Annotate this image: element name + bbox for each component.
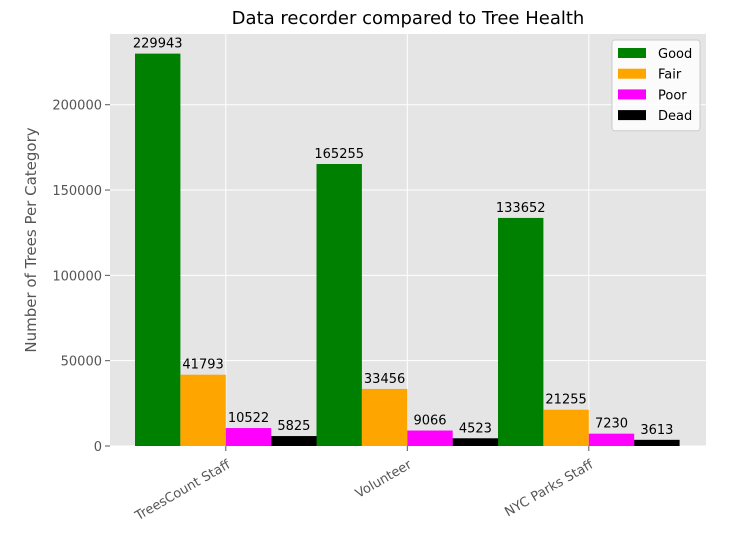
data-label: 229943 (133, 37, 183, 52)
x-tick-label: TreesCount Staff (132, 457, 234, 524)
bar-poor-treescount-staff (225, 428, 272, 446)
data-label: 21255 (545, 393, 586, 408)
legend-box (611, 39, 701, 132)
bar-poor-volunteer (407, 430, 453, 446)
legend-swatch-good (618, 48, 646, 58)
legend-swatch-poor (618, 89, 646, 100)
data-label: 4523 (459, 421, 492, 436)
y-tick-label: 150000 (52, 184, 102, 199)
y-tick-label: 50000 (61, 355, 102, 370)
data-label: 7230 (595, 417, 628, 432)
data-label: 165255 (314, 147, 364, 162)
data-labels: 229943 165255 133652 41793 33456 21255 10522 90… (133, 37, 674, 438)
bar-good-volunteer (316, 164, 362, 447)
x-tick-label: Volunteer (353, 457, 415, 502)
data-label: 9066 (413, 414, 446, 429)
data-label: 5825 (277, 419, 310, 434)
legend-label-poor: Poor (658, 88, 687, 103)
data-label: 33456 (364, 372, 405, 387)
legend-label-good: Good (658, 47, 692, 62)
bar-dead-volunteer (452, 438, 499, 446)
legend-swatch-fair (618, 68, 646, 79)
data-label: 41793 (182, 358, 223, 373)
y-tick-label: 0 (94, 440, 102, 455)
data-label: 10522 (228, 411, 269, 426)
x-axis-ticks: TreesCount Staff Volunteer NYC Parks Staff (132, 446, 597, 524)
data-label: 3613 (640, 423, 673, 438)
legend-swatch-dead (618, 110, 646, 121)
y-axis-ticks: 0 50000 100000 150000 200000 (52, 99, 110, 455)
bar-fair-volunteer (361, 388, 408, 446)
y-tick-label: 200000 (52, 99, 102, 114)
legend-label-dead: Dead (658, 109, 692, 124)
bars (135, 53, 680, 447)
bar-dead-nyc-parks-staff (634, 439, 680, 446)
bar-poor-nyc-parks-staff (588, 433, 635, 446)
y-axis-label: Number of Trees Per Category (22, 127, 40, 352)
bar-fair-treescount-staff (180, 374, 226, 446)
x-tick-label: NYC Parks Staff (502, 457, 597, 520)
legend-label-fair: Fair (658, 68, 682, 83)
data-label: 133652 (496, 201, 546, 216)
bar-fair-nyc-parks-staff (543, 409, 589, 446)
bar-good-treescount-staff (135, 53, 181, 446)
bar-good-nyc-parks-staff (498, 217, 544, 446)
y-tick-label: 100000 (52, 269, 102, 284)
bar-dead-treescount-staff (271, 436, 317, 446)
legend: Good Fair Poor Dead (611, 39, 701, 132)
chart-title: Data recorder compared to Tree Health (232, 8, 585, 29)
